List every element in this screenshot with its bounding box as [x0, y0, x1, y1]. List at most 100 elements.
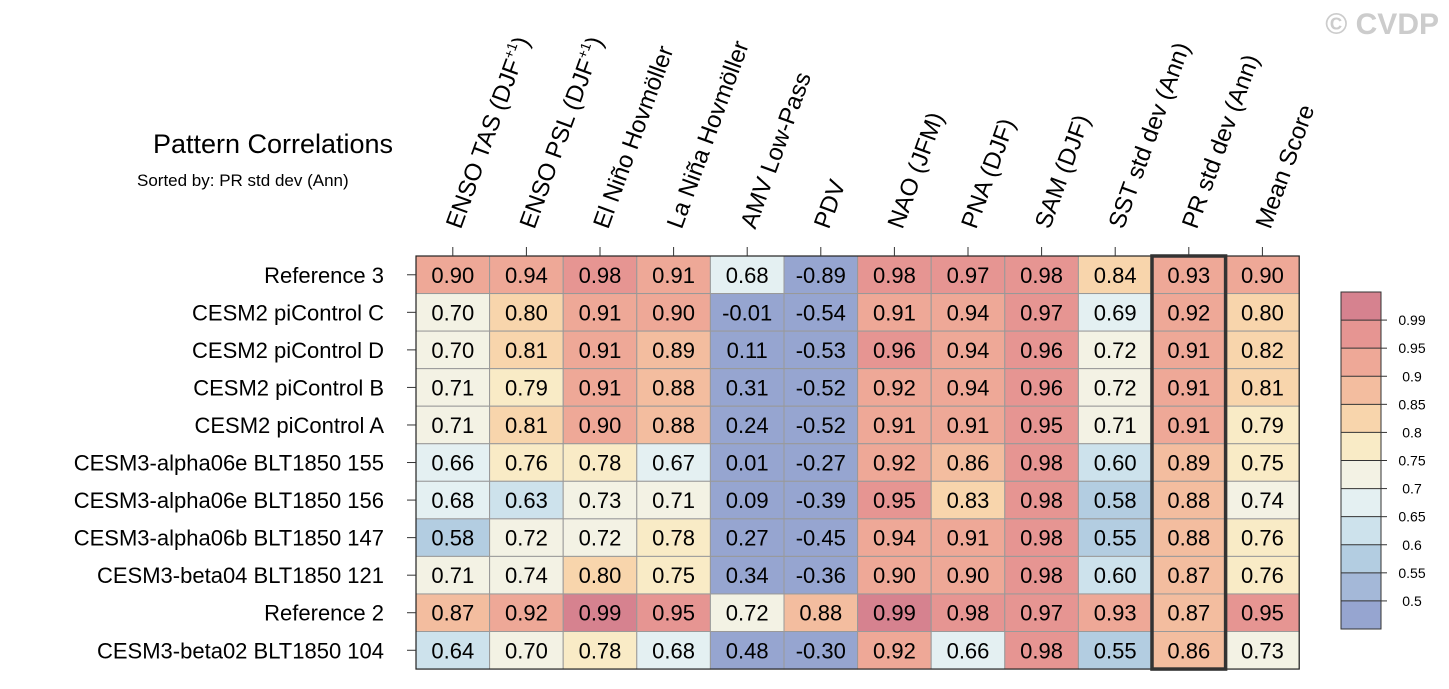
cell-value-label: -0.30 [796, 638, 846, 663]
cell-value-label: 0.91 [873, 413, 916, 438]
colorbar-tick-label: 0.99 [1398, 312, 1425, 328]
heatmap-cell [783, 330, 859, 370]
cell-value-label: 0.34 [726, 563, 769, 588]
cell-value-label: 0.87 [431, 601, 474, 626]
cell-value-label: 0.98 [1020, 638, 1063, 663]
heatmap-cell [930, 368, 1006, 407]
cell-value-label: 0.72 [579, 526, 622, 551]
cell-value-label: 0.95 [652, 601, 695, 626]
cell-value-label: 0.86 [947, 451, 990, 476]
cell-value-label: 0.79 [1241, 413, 1284, 438]
cell-value-label: 0.90 [873, 563, 916, 588]
heatmap-cell [1151, 293, 1227, 332]
cell-value-label: 0.92 [873, 451, 916, 476]
heatmap-cell [709, 518, 785, 557]
cell-value-label: 0.76 [505, 451, 548, 476]
cell-value-label: 0.89 [652, 338, 695, 363]
cell-value-label: 0.74 [1241, 488, 1284, 513]
cell-value-label: 0.55 [1094, 526, 1137, 551]
heatmap-cell [415, 368, 491, 407]
column-label: SST std dev (Ann) [1103, 39, 1195, 232]
heatmap-cell [636, 443, 711, 482]
heatmap-cell [1151, 255, 1227, 295]
heatmap-cell [1151, 631, 1227, 670]
chart-title: Pattern Correlations [153, 129, 393, 159]
column-label-superscript: +1 [500, 40, 521, 61]
heatmap-cell [1151, 555, 1227, 595]
cell-value-label: 0.86 [1167, 638, 1210, 663]
heatmap-cell [1151, 405, 1227, 445]
cell-value-label: 0.31 [726, 375, 769, 400]
column-label-text: PR std dev (Ann) [1177, 51, 1265, 232]
cell-value-label: 0.72 [1094, 375, 1137, 400]
heatmap-cell [1225, 405, 1300, 445]
cell-value-label: 0.66 [431, 451, 474, 476]
heatmap-cell [489, 405, 564, 445]
column-label: NAO (JFM) [883, 109, 950, 232]
heatmap-cell [1151, 368, 1227, 407]
cell-value-label: 0.88 [799, 601, 842, 626]
heatmap-cell [489, 368, 564, 407]
heatmap-cell [709, 480, 785, 520]
row-label: CESM2 piControl A [194, 413, 384, 438]
cell-value-label: 0.88 [652, 375, 695, 400]
heatmap-cell [857, 368, 932, 407]
cell-value-label: 0.80 [579, 563, 622, 588]
column-label-text: AMV Low-Pass [735, 69, 816, 232]
cell-value-label: 0.71 [652, 488, 695, 513]
row-label: CESM3-alpha06e BLT1850 156 [74, 488, 384, 513]
cell-value-label: 0.91 [873, 300, 916, 325]
cell-value-label: 0.98 [873, 263, 916, 288]
cell-value-label: 0.76 [1241, 526, 1284, 551]
cell-value-label: 0.98 [1020, 526, 1063, 551]
colorbar-segment [1341, 292, 1381, 321]
heatmap-cell [930, 405, 1006, 445]
cell-value-label: -0.36 [796, 563, 846, 588]
cell-value-label: 0.83 [947, 488, 990, 513]
heatmap-cell [1077, 330, 1153, 370]
heatmap-cell [783, 518, 859, 557]
cell-value-label: 0.88 [1167, 488, 1210, 513]
row-label: CESM2 piControl C [192, 300, 384, 325]
column-label-text: SAM (DJF) [1030, 111, 1096, 232]
cell-value-label: 0.81 [1241, 375, 1284, 400]
heatmap-cell [562, 443, 638, 482]
heatmap-cell [415, 631, 491, 670]
colorbar-tick-label: 0.95 [1398, 340, 1425, 356]
column-label-text: ENSO TAS (DJF [441, 56, 527, 232]
row-label: Reference 2 [264, 601, 384, 626]
cell-value-label: 0.71 [431, 413, 474, 438]
colorbar-frame [1340, 291, 1382, 630]
cell-value-label: 0.80 [1241, 300, 1284, 325]
cell-value-label: 0.78 [579, 638, 622, 663]
heatmap-cell [489, 443, 564, 482]
cell-value-label: 0.72 [726, 601, 769, 626]
colorbar-tick-label: 0.65 [1398, 509, 1425, 525]
cell-value-label: 0.74 [505, 563, 548, 588]
cell-value-label: 0.90 [579, 413, 622, 438]
cell-value-label: 0.01 [726, 451, 769, 476]
cell-value-label: 0.73 [1241, 638, 1284, 663]
column-label-text: PDV [809, 176, 851, 232]
cell-value-label: 0.68 [726, 263, 769, 288]
cell-value-label: 0.60 [1094, 451, 1137, 476]
heatmap-cell [415, 293, 491, 332]
cell-value-label: 0.94 [947, 375, 990, 400]
column-label-text: Mean Score [1251, 101, 1321, 232]
row-label: CESM3-alpha06b BLT1850 147 [74, 526, 384, 551]
cell-value-label: 0.70 [431, 300, 474, 325]
cell-value-label: 0.80 [505, 300, 548, 325]
row-label: CESM2 piControl B [193, 375, 384, 400]
cell-value-label: 0.92 [873, 375, 916, 400]
colorbar-segment [1341, 516, 1381, 545]
heatmap-cell [636, 593, 711, 633]
column-label: PDV [809, 176, 851, 232]
chart-subtitle: Sorted by: PR std dev (Ann) [137, 171, 349, 190]
cell-value-label: 0.69 [1094, 300, 1137, 325]
cell-value-label: -0.27 [796, 451, 846, 476]
cell-value-label: 0.90 [431, 263, 474, 288]
cell-value-label: 0.91 [1167, 413, 1210, 438]
cell-value-label: 0.95 [1241, 601, 1284, 626]
cell-value-label: 0.64 [431, 638, 474, 663]
cell-value-label: 0.94 [947, 338, 990, 363]
